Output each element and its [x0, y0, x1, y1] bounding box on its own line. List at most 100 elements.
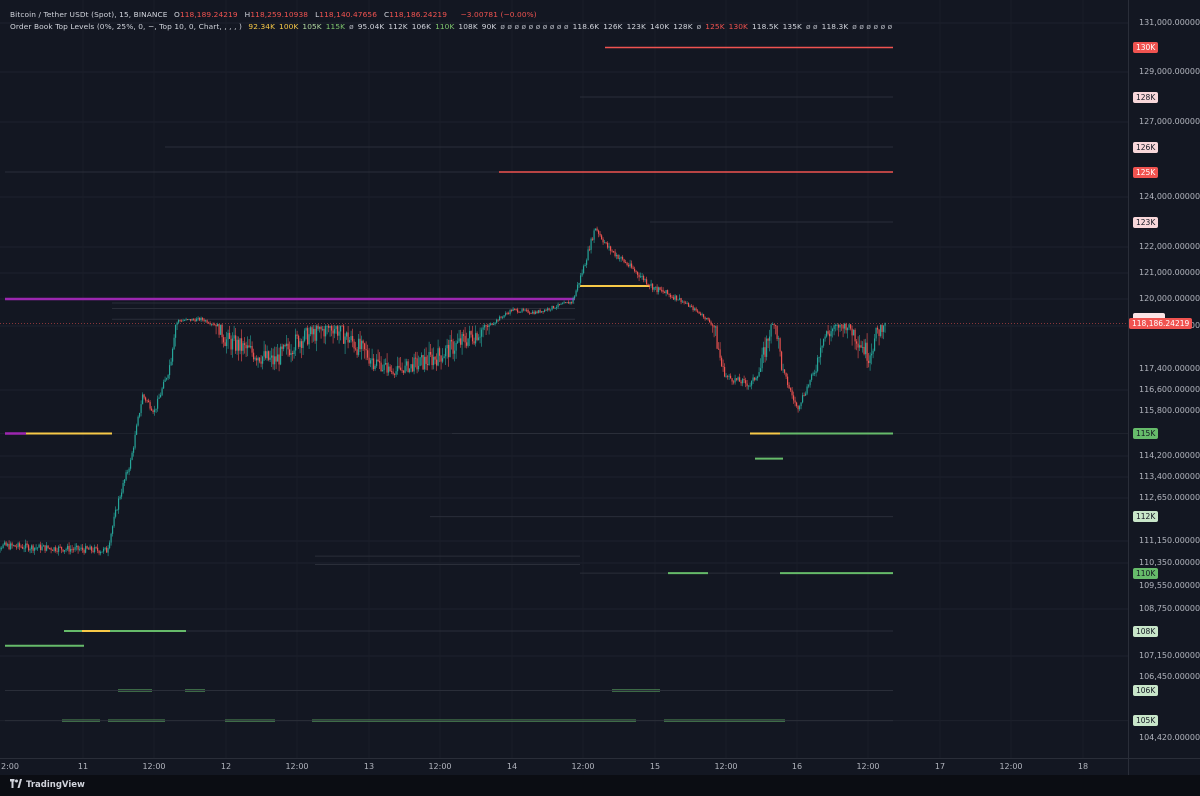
- candle-body: [504, 313, 507, 316]
- candle-body: [447, 344, 450, 358]
- candle-body: [342, 325, 345, 344]
- candle-body: [861, 346, 864, 348]
- candle-body: [876, 327, 879, 330]
- order-level-tag: 105K: [1133, 715, 1159, 727]
- candle-body: [348, 339, 351, 343]
- candle-body: [189, 319, 192, 321]
- price-tick-label: 115,800.00000: [1139, 406, 1200, 415]
- candle-body: [446, 344, 448, 349]
- candle-body: [104, 547, 106, 549]
- indicator-value: ø ø ø ø ø ø: [852, 22, 893, 31]
- candle-body: [845, 323, 847, 331]
- candle-body: [570, 301, 573, 303]
- candle-body: [630, 263, 633, 268]
- candle-body: [776, 325, 778, 340]
- candle-body: [684, 302, 687, 304]
- candle-body: [762, 347, 765, 355]
- candle-body: [759, 368, 762, 373]
- tradingview-logo[interactable]: TradingView: [10, 779, 85, 790]
- price-tick-label: 117,400.00000: [1139, 364, 1200, 373]
- symbol-legend[interactable]: Bitcoin / Tether USDt (Spot), 15, BINANC…: [10, 10, 541, 19]
- candle-body: [152, 410, 154, 413]
- candle-body: [80, 547, 82, 549]
- candle-body: [668, 293, 670, 295]
- candle-body: [515, 309, 517, 310]
- candle-body: [608, 246, 610, 248]
- candle-body: [750, 380, 753, 386]
- candle-body: [525, 309, 528, 311]
- candle-body: [257, 357, 259, 361]
- candle-body: [240, 338, 243, 351]
- candle-body: [692, 306, 694, 311]
- candle-body: [297, 335, 300, 347]
- candle-body: [119, 496, 121, 499]
- candle-body: [120, 492, 123, 497]
- candle-body: [602, 239, 604, 243]
- candle-body: [78, 548, 81, 550]
- candle-body: [176, 322, 178, 325]
- candle-body: [168, 365, 171, 376]
- candle-body: [435, 359, 438, 366]
- candle-body: [851, 328, 853, 336]
- chart-pane[interactable]: Bitcoin / Tether USDt (Spot), 15, BINANC…: [0, 0, 1128, 758]
- candle-body: [662, 290, 664, 293]
- indicator-value: 125K: [705, 22, 725, 31]
- price-axis[interactable]: 131,000.00000 129,000.00000 127,000.00000 1…: [1128, 0, 1200, 758]
- candle-body: [362, 340, 364, 344]
- price-chart[interactable]: [0, 0, 1128, 758]
- candle-body: [671, 296, 673, 298]
- indicator-value: 118.3K: [821, 22, 849, 31]
- time-tick-label: 12:00: [856, 762, 880, 771]
- candle-body: [548, 308, 550, 310]
- candle-body: [471, 334, 474, 342]
- candle-body: [597, 230, 600, 234]
- candle-body: [641, 276, 643, 277]
- candle-body: [563, 302, 565, 304]
- indicator-value: 108K: [458, 22, 478, 31]
- candle-body: [27, 545, 30, 551]
- candle-body: [734, 378, 736, 383]
- candle-body: [56, 551, 58, 552]
- candle-body: [786, 376, 789, 385]
- candle-body: [645, 279, 648, 285]
- candle-body: [62, 549, 64, 552]
- candle-body: [437, 348, 439, 366]
- candle-body: [720, 357, 723, 367]
- candle-body: [32, 545, 34, 551]
- candle-body: [105, 547, 108, 553]
- candle-body: [810, 374, 813, 380]
- candle-body: [209, 323, 211, 325]
- candle-body: [276, 354, 279, 362]
- time-axis[interactable]: 2:00 11 12:00 12 12:00 13 12:00 14 12:00 15 12:00 1…: [0, 758, 1128, 775]
- candle-body: [333, 328, 336, 334]
- candle-body: [477, 337, 480, 340]
- candle-body: [309, 327, 312, 335]
- indicator-value: 130K: [728, 22, 748, 31]
- candle-body: [329, 326, 331, 328]
- candle-body: [665, 290, 667, 294]
- candle-body: [428, 351, 430, 365]
- change-value: −3.00781 (−0.00%): [460, 10, 537, 19]
- candle-body: [699, 313, 702, 315]
- order-level-tag: 108K: [1133, 625, 1159, 637]
- candle-body: [99, 552, 102, 554]
- candle-body: [116, 509, 118, 511]
- candle-body: [375, 359, 378, 366]
- candle-body: [71, 548, 73, 550]
- order-level-tag: 123K: [1133, 216, 1159, 228]
- candle-body: [528, 312, 531, 314]
- indicator-legend[interactable]: Order Book Top Levels (0%, 25%, 0, −, To…: [10, 22, 900, 31]
- candle-body: [702, 314, 705, 318]
- candle-body: [255, 358, 258, 361]
- candle-body: [815, 371, 817, 374]
- candle-body: [296, 334, 298, 336]
- candle-body: [23, 548, 25, 550]
- candle-body: [485, 325, 487, 327]
- candle-body: [476, 333, 478, 340]
- candle-body: [518, 312, 520, 313]
- candle-body: [530, 313, 532, 314]
- price-tick-label: 113,400.00000: [1139, 472, 1200, 481]
- candle-body: [356, 349, 358, 355]
- candle-body: [728, 375, 730, 377]
- candle-body: [827, 331, 829, 334]
